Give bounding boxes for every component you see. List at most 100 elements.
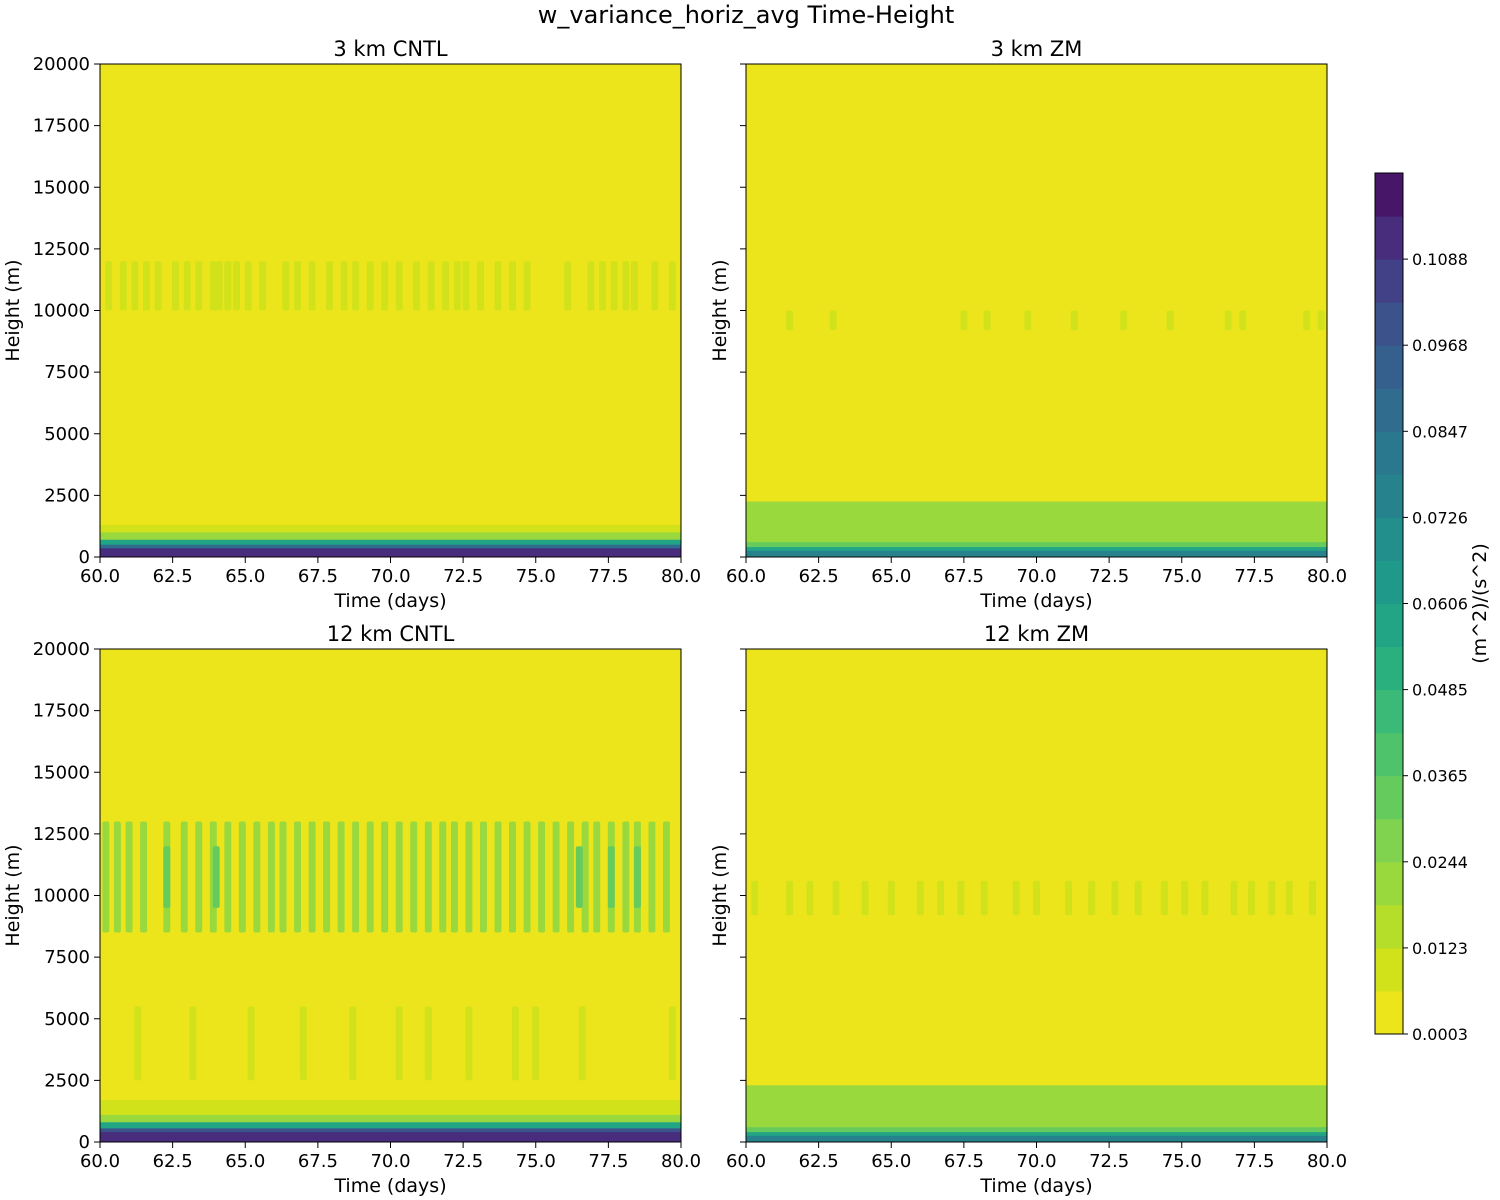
panels: 60.0 62.5 65.0 67.5 70.0 72.5 75.0 77.5 80.0 0 250…: [2, 37, 1347, 1197]
x-tick-label: 67.5: [944, 1151, 984, 1172]
contour-feature-0-28: [509, 821, 516, 933]
x-axis-label: Time (days): [333, 1175, 446, 1197]
contour-feature-0-12: [244, 261, 252, 311]
contour-feature-0-39: [662, 821, 670, 933]
plot-area: [100, 649, 681, 1142]
contour-feature-0-10: [1012, 880, 1020, 916]
contour-feature-2-7: [465, 1006, 473, 1081]
colorbar-segment-6: [1375, 732, 1403, 777]
contour-feature-0-6: [195, 821, 203, 933]
contour-feature-0-12: [1064, 880, 1072, 916]
background-field: [746, 64, 1327, 557]
colorbar-tick-label: 0.1088: [1412, 250, 1468, 269]
y-tick-label: 5000: [44, 1009, 90, 1030]
contour-feature-0-32: [564, 261, 572, 311]
contour-feature-0-4: [154, 261, 162, 311]
colorbar-tick-label: 0.0365: [1412, 767, 1468, 786]
y-tick-label: 0: [79, 547, 90, 568]
contour-feature-0-14: [282, 261, 290, 311]
x-tick-label: 60.0: [80, 566, 120, 587]
y-tick-label: 7500: [44, 947, 90, 968]
panel-1: 60.0 62.5 65.0 67.5 70.0 72.5 75.0 77.5 80.0 0 250…: [2, 37, 701, 612]
colorbar-segment-18: [1375, 216, 1403, 260]
contour-feature-0-20: [1247, 880, 1255, 916]
y-axis-label: Height (m): [2, 259, 24, 361]
x-tick-label: 67.5: [944, 566, 984, 587]
contour-feature-0-30: [509, 261, 516, 311]
contour-feature-0-28: [477, 261, 485, 311]
x-tick-label: 60.0: [80, 1151, 120, 1172]
colorbar-segment-5: [1375, 775, 1403, 820]
contour-layer-4: [100, 1132, 681, 1142]
contour-feature-0-7: [195, 261, 203, 311]
x-tick-label: 75.0: [1162, 1151, 1202, 1172]
contour-feature-0-23: [439, 821, 447, 933]
colorbar-tick-label: 0.0123: [1412, 939, 1468, 958]
contour-feature-1-1: [212, 846, 220, 908]
contour-feature-0-39: [668, 261, 676, 311]
contour-feature-1-4: [633, 846, 641, 908]
contour-feature-0-38: [651, 261, 659, 311]
x-tick-label: 70.0: [1016, 1151, 1056, 1172]
x-tick-label: 67.5: [298, 1151, 338, 1172]
contour-feature-2-8: [511, 1006, 519, 1081]
contour-feature-2-0: [134, 1006, 142, 1081]
panel-title: 3 km ZM: [991, 37, 1083, 61]
contour-feature-2-11: [668, 1006, 676, 1081]
colorbar-segment-1: [1375, 947, 1403, 992]
colorbar-segment-2: [1375, 904, 1403, 949]
y-tick-label: 15000: [33, 177, 90, 198]
contour-feature-0-9: [1239, 310, 1247, 331]
contour-feature-0-16: [308, 261, 316, 311]
contour-feature-0-9: [215, 261, 223, 311]
contour-feature-0-26: [453, 261, 461, 311]
x-tick-label: 70.0: [1016, 566, 1056, 587]
contour-feature-0-5: [887, 880, 895, 916]
y-axis-label: Height (m): [709, 844, 731, 946]
contour-feature-0-13: [1088, 880, 1096, 916]
y-axis-label: Height (m): [709, 259, 731, 361]
colorbar-tick-label: 0.0847: [1412, 422, 1468, 441]
contour-feature-0-3: [142, 261, 150, 311]
contour-feature-0-3: [832, 880, 840, 916]
x-tick-label: 77.5: [588, 1151, 628, 1172]
contour-feature-0-10: [1303, 310, 1311, 331]
contour-feature-0-36: [622, 261, 630, 311]
contour-feature-0-24: [450, 821, 458, 933]
contour-feature-0-10: [253, 821, 261, 933]
x-tick-label: 80.0: [1307, 1151, 1347, 1172]
contour-feature-0-18: [366, 821, 374, 933]
contour-feature-0-7: [937, 880, 945, 916]
x-tick-label: 70.0: [370, 566, 410, 587]
contour-feature-0-34: [593, 821, 601, 933]
colorbar-segment-12: [1375, 474, 1403, 518]
x-tick-label: 65.0: [225, 1151, 265, 1172]
contour-feature-0-22: [1285, 880, 1293, 916]
contour-feature-0-2: [131, 261, 139, 311]
contour-feature-0-27: [494, 821, 502, 933]
x-tick-label: 62.5: [799, 566, 839, 587]
contour-feature-0-19: [381, 821, 389, 933]
contour-feature-0-32: [567, 821, 575, 933]
contour-feature-0-33: [581, 821, 589, 933]
x-tick-label: 60.0: [726, 566, 766, 587]
colorbar-segment-10: [1375, 560, 1403, 604]
contour-feature-2-9: [532, 1006, 540, 1081]
contour-feature-0-29: [523, 821, 531, 933]
contour-feature-0-20: [395, 821, 403, 933]
y-axis-label: Height (m): [2, 844, 24, 946]
colorbar-tick-label: 0.0485: [1412, 681, 1468, 700]
y-tick-label: 17500: [33, 701, 90, 722]
contour-feature-0-37: [631, 261, 639, 311]
contour-feature-0-22: [395, 261, 403, 311]
contour-feature-0-21: [1268, 880, 1276, 916]
panel-title: 3 km CNTL: [333, 37, 448, 61]
contour-feature-0-21: [410, 821, 418, 933]
contour-feature-0-17: [352, 821, 360, 933]
contour-feature-0-21: [381, 261, 389, 311]
contour-feature-0-2: [960, 310, 968, 331]
colorbar-segment-19: [1375, 173, 1403, 217]
contour-feature-0-15: [294, 261, 302, 311]
x-tick-label: 65.0: [871, 1151, 911, 1172]
